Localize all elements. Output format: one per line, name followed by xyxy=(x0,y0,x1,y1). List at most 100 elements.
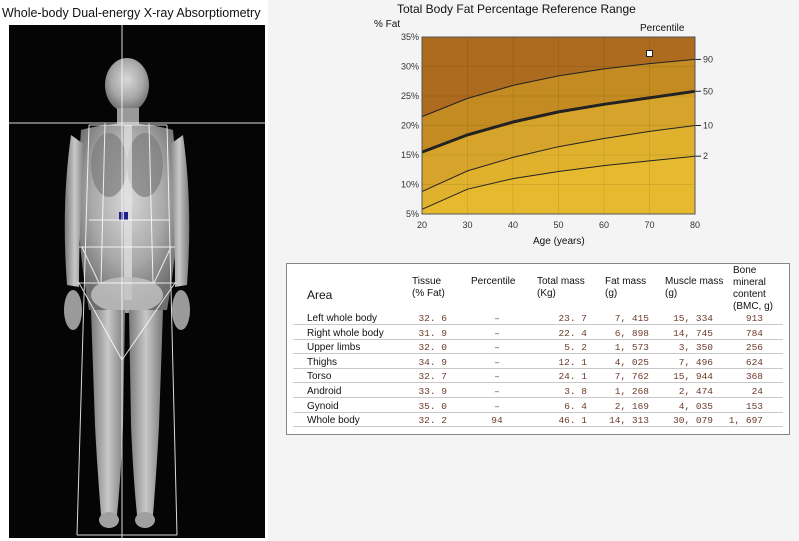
cell-bmc: 24 xyxy=(751,386,763,397)
cell-total: 24. 1 xyxy=(558,371,587,383)
cell-tissue: 32. 7 xyxy=(418,371,447,383)
cell-bmc: 784 xyxy=(745,327,763,339)
y-tick-label: 10% xyxy=(401,180,419,190)
header-area: Area xyxy=(307,288,333,302)
cell-bmc: 624 xyxy=(745,356,763,368)
cell-percentile: – xyxy=(494,327,500,339)
table-row: Right whole body 31. 9 – 22. 4 6, 898 14, 745… xyxy=(287,327,789,341)
x-tick-label: 50 xyxy=(553,220,563,230)
cell-area: Right whole body xyxy=(307,327,384,339)
header-muscle-mass-line1: Muscle mass xyxy=(665,276,724,287)
table-row: Thighs 34. 9 – 12. 1 4, 025 7, 496 624 xyxy=(287,356,789,370)
header-fat-mass-line1: Fat mass xyxy=(605,276,647,287)
series-line-p10 xyxy=(421,125,696,193)
band-50-90 xyxy=(422,59,695,153)
cell-total: 46. 1 xyxy=(558,415,587,427)
table-row: Upper limbs 32. 0 – 5. 2 1, 573 3, 350 256 xyxy=(287,341,789,355)
percentile-header: Percentile xyxy=(640,23,685,34)
row-separator xyxy=(293,382,783,384)
cell-area: Whole body xyxy=(307,415,360,427)
cell-tissue: 32. 0 xyxy=(418,342,447,354)
cell-muscle: 3, 350 xyxy=(678,342,713,354)
patient-marker xyxy=(646,50,653,58)
header-muscle-mass: Muscle mass (g) xyxy=(665,276,723,300)
cell-area: Upper limbs xyxy=(307,342,361,354)
cell-percentile: – xyxy=(494,342,500,354)
chart-title: Total Body Fat Percentage Reference Rang… xyxy=(397,2,636,16)
table-row: Gynoid 35. 0 – 6. 4 2, 169 4, 035 153 xyxy=(287,400,789,414)
cell-muscle: 15, 334 xyxy=(673,313,713,324)
table-row: Left whole body 32. 6 – 23. 7 7, 415 15, 334 9… xyxy=(287,312,789,326)
cell-total: 12. 1 xyxy=(558,356,587,368)
y-tick-label: 25% xyxy=(401,91,419,101)
cell-bmc: 368 xyxy=(745,371,763,383)
cell-tissue: 35. 0 xyxy=(418,400,447,412)
x-axis-label: Age (years) xyxy=(533,236,585,247)
cell-fat: 6, 898 xyxy=(614,327,649,339)
header-muscle-mass-line2: (g) xyxy=(665,288,678,299)
header-bmc-line1: Bone mineral xyxy=(733,265,766,288)
series-line-p90 xyxy=(421,58,696,118)
percentile-label-2: 2 xyxy=(703,151,708,161)
cell-fat: 4, 025 xyxy=(614,356,649,368)
scan-title: Whole-body Dual-energy X-ray Absorptiome… xyxy=(2,6,261,20)
cell-fat: 7, 415 xyxy=(614,313,649,324)
cell-area: Gynoid xyxy=(307,400,339,412)
percentile-label-10: 10 xyxy=(703,121,713,131)
header-percentile-line1: Percentile xyxy=(471,276,516,287)
cell-muscle: 7, 496 xyxy=(678,356,713,368)
cell-percentile: – xyxy=(494,386,500,397)
row-separator xyxy=(293,411,783,413)
header-total-mass-line1: Total mass xyxy=(537,276,585,287)
cell-muscle: 14, 745 xyxy=(673,327,713,339)
x-tick-label: 40 xyxy=(508,220,518,230)
band-above-90 xyxy=(422,37,695,117)
y-axis-label: % Fat xyxy=(374,19,400,30)
row-separator xyxy=(293,353,783,355)
x-tick-label: 30 xyxy=(462,220,472,230)
cell-area: Thighs xyxy=(307,356,338,368)
cell-total: 23. 7 xyxy=(558,313,587,324)
cell-bmc: 153 xyxy=(745,400,763,412)
cell-bmc: 913 xyxy=(745,313,763,324)
band-10-50 xyxy=(422,91,695,192)
x-tick-label: 80 xyxy=(690,220,700,230)
header-tissue-line1: Tissue xyxy=(412,276,442,287)
row-separator xyxy=(293,367,783,369)
header-fat-mass: Fat mass (g) xyxy=(605,276,646,300)
x-tick-label: 60 xyxy=(599,220,609,230)
plot-frame xyxy=(421,36,696,215)
header-tissue-line2: (% Fat) xyxy=(412,288,445,299)
cell-muscle: 4, 035 xyxy=(678,400,713,412)
cell-muscle: 30, 079 xyxy=(673,415,713,427)
cell-tissue: 31. 9 xyxy=(418,327,447,339)
cell-fat: 1, 573 xyxy=(614,342,649,354)
cell-total: 22. 4 xyxy=(558,327,587,339)
header-bmc-line3: (BMC, g) xyxy=(733,301,773,312)
y-tick-label: 15% xyxy=(401,150,419,160)
row-separator xyxy=(293,338,783,340)
cell-bmc: 256 xyxy=(745,342,763,354)
cell-fat: 14, 313 xyxy=(609,415,649,427)
x-tick-label: 20 xyxy=(417,220,427,230)
cell-total: 3. 8 xyxy=(564,386,587,397)
header-bmc: Bone mineral content (BMC, g) xyxy=(733,265,789,313)
cell-tissue: 32. 6 xyxy=(418,313,447,324)
table-row: Torso 32. 7 – 24. 1 7, 762 15, 944 368 xyxy=(287,370,789,384)
cell-tissue: 32. 2 xyxy=(418,415,447,427)
cell-total: 5. 2 xyxy=(564,342,587,354)
header-percentile: Percentile xyxy=(471,276,515,288)
cell-area: Android xyxy=(307,386,342,397)
row-separator xyxy=(293,426,783,428)
cell-percentile: – xyxy=(494,400,500,412)
cell-tissue: 34. 9 xyxy=(418,356,447,368)
band-2-10 xyxy=(422,125,695,210)
cell-fat: 7, 762 xyxy=(614,371,649,383)
cell-bmc: 1, 697 xyxy=(728,415,763,427)
series-line-p50 xyxy=(421,89,696,154)
row-separator xyxy=(293,324,783,325)
y-tick-label: 5% xyxy=(406,209,419,219)
x-tick-label: 70 xyxy=(644,220,654,230)
cell-total: 6. 4 xyxy=(564,400,587,412)
y-tick-label: 35% xyxy=(401,32,419,42)
